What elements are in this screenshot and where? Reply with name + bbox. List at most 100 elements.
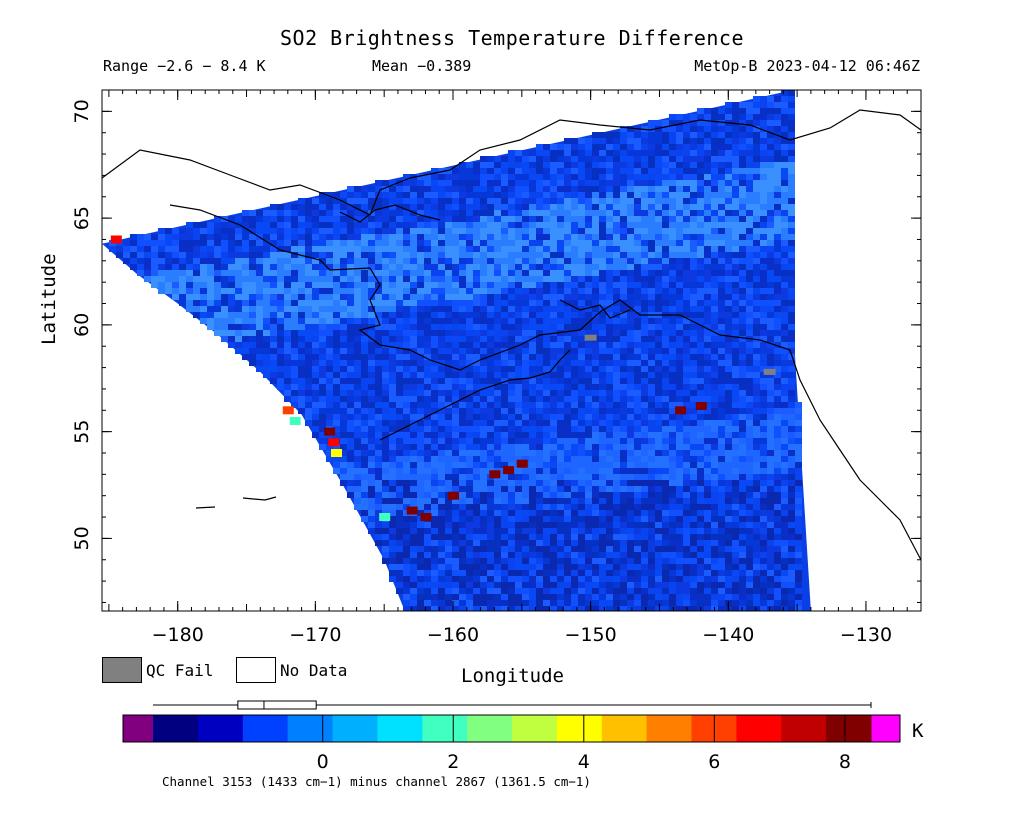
swath-pixel bbox=[683, 132, 690, 138]
swath-pixel bbox=[767, 144, 774, 150]
swath-pixel bbox=[228, 300, 235, 306]
swath-pixel bbox=[410, 246, 417, 252]
swath-pixel bbox=[480, 342, 487, 348]
swath-pixel bbox=[361, 468, 368, 474]
swath-pixel bbox=[767, 510, 774, 516]
swath-pixel bbox=[613, 228, 620, 234]
swath-pixel bbox=[326, 222, 333, 228]
swath-pixel bbox=[361, 462, 368, 468]
swath-pixel bbox=[774, 180, 781, 186]
swath-pixel bbox=[438, 168, 445, 174]
swath-pixel bbox=[760, 408, 767, 414]
swath-pixel bbox=[291, 240, 298, 246]
swath-pixel bbox=[578, 480, 585, 486]
swath-pixel bbox=[501, 450, 508, 456]
swath-pixel bbox=[732, 474, 739, 480]
swath-pixel bbox=[718, 360, 725, 366]
swath-pixel bbox=[501, 336, 508, 342]
swath-pixel bbox=[683, 168, 690, 174]
swath-pixel bbox=[760, 306, 767, 312]
swath-pixel bbox=[340, 342, 347, 348]
swath-pixel bbox=[529, 450, 536, 456]
swath-pixel bbox=[753, 450, 760, 456]
swath-pixel bbox=[494, 198, 501, 204]
swath-pixel bbox=[515, 486, 522, 492]
swath-pixel bbox=[508, 174, 515, 180]
swath-pixel bbox=[795, 504, 802, 510]
swath-pixel bbox=[508, 270, 515, 276]
swath-pixel bbox=[564, 282, 571, 288]
swath-pixel bbox=[375, 276, 382, 282]
swath-pixel bbox=[571, 258, 578, 264]
swath-pixel bbox=[760, 174, 767, 180]
swath-pixel bbox=[445, 354, 452, 360]
swath-pixel bbox=[333, 204, 340, 210]
swath-pixel bbox=[536, 300, 543, 306]
swath-pixel bbox=[319, 384, 326, 390]
swath-pixel bbox=[417, 456, 424, 462]
swath-pixel bbox=[347, 258, 354, 264]
swath-pixel bbox=[732, 174, 739, 180]
swath-pixel bbox=[578, 300, 585, 306]
swath-pixel bbox=[200, 246, 207, 252]
swath-pixel bbox=[767, 240, 774, 246]
swath-pixel bbox=[711, 144, 718, 150]
swath-pixel bbox=[557, 378, 564, 384]
swath-pixel bbox=[620, 258, 627, 264]
swath-pixel bbox=[704, 162, 711, 168]
swath-pixel bbox=[340, 264, 347, 270]
swath-pixel bbox=[277, 210, 284, 216]
swath-pixel bbox=[459, 234, 466, 240]
swath-pixel bbox=[494, 492, 501, 498]
swath-pixel bbox=[403, 480, 410, 486]
swath-pixel bbox=[305, 210, 312, 216]
swath-pixel bbox=[550, 312, 557, 318]
swath-pixel bbox=[599, 300, 606, 306]
swath-pixel bbox=[676, 492, 683, 498]
swath-pixel bbox=[725, 186, 732, 192]
swath-pixel bbox=[396, 378, 403, 384]
swath-pixel bbox=[599, 192, 606, 198]
swath-pixel bbox=[760, 120, 767, 126]
swath-pixel bbox=[760, 432, 767, 438]
swath-pixel bbox=[340, 210, 347, 216]
swath-pixel bbox=[515, 360, 522, 366]
swath-pixel bbox=[648, 228, 655, 234]
swath-pixel bbox=[627, 204, 634, 210]
swath-pixel bbox=[368, 450, 375, 456]
swath-pixel bbox=[788, 102, 795, 108]
swath-pixel bbox=[557, 420, 564, 426]
swath-pixel bbox=[718, 516, 725, 522]
swath-pixel bbox=[438, 324, 445, 330]
swath-pixel bbox=[606, 384, 613, 390]
swath-pixel bbox=[494, 306, 501, 312]
swath-pixel bbox=[466, 360, 473, 366]
swath-pixel bbox=[123, 252, 130, 258]
swath-pixel bbox=[557, 222, 564, 228]
swath-pixel bbox=[543, 204, 550, 210]
swath-pixel bbox=[361, 336, 368, 342]
swath-pixel bbox=[515, 282, 522, 288]
swath-pixel bbox=[781, 426, 788, 432]
swath-pixel bbox=[606, 144, 613, 150]
swath-pixel bbox=[704, 204, 711, 210]
swath-pixel bbox=[578, 210, 585, 216]
swath-pixel bbox=[536, 294, 543, 300]
swath-pixel bbox=[312, 252, 319, 258]
swath-pixel bbox=[753, 132, 760, 138]
swath-pixel bbox=[781, 414, 788, 420]
swath-pixel bbox=[389, 216, 396, 222]
swath-pixel bbox=[550, 192, 557, 198]
swath-pixel bbox=[529, 270, 536, 276]
swath-pixel bbox=[585, 246, 592, 252]
swath-pixel bbox=[690, 198, 697, 204]
swath-pixel bbox=[403, 456, 410, 462]
swath-pixel bbox=[592, 468, 599, 474]
swath-pixel bbox=[648, 504, 655, 510]
swath-pixel bbox=[795, 516, 802, 522]
swath-pixel bbox=[711, 150, 718, 156]
swath-pixel bbox=[774, 462, 781, 468]
swath-pixel bbox=[361, 510, 368, 516]
swath-pixel bbox=[361, 378, 368, 384]
swath-pixel bbox=[179, 288, 186, 294]
